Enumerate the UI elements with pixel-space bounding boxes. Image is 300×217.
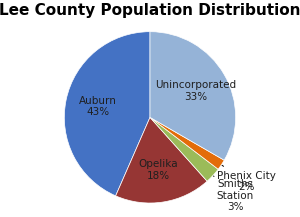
Text: Phenix City
2%: Phenix City 2% xyxy=(217,165,276,192)
Wedge shape xyxy=(64,32,150,196)
Wedge shape xyxy=(150,32,236,160)
Text: Unincorporated
33%: Unincorporated 33% xyxy=(155,80,237,102)
Text: Smiths
Station
3%: Smiths Station 3% xyxy=(214,176,254,212)
Wedge shape xyxy=(116,117,207,203)
Wedge shape xyxy=(150,117,224,169)
Text: Auburn
43%: Auburn 43% xyxy=(79,96,117,117)
Wedge shape xyxy=(150,117,218,181)
Title: Lee County Population Distribution: Lee County Population Distribution xyxy=(0,3,300,18)
Text: Opelika
18%: Opelika 18% xyxy=(139,159,178,181)
